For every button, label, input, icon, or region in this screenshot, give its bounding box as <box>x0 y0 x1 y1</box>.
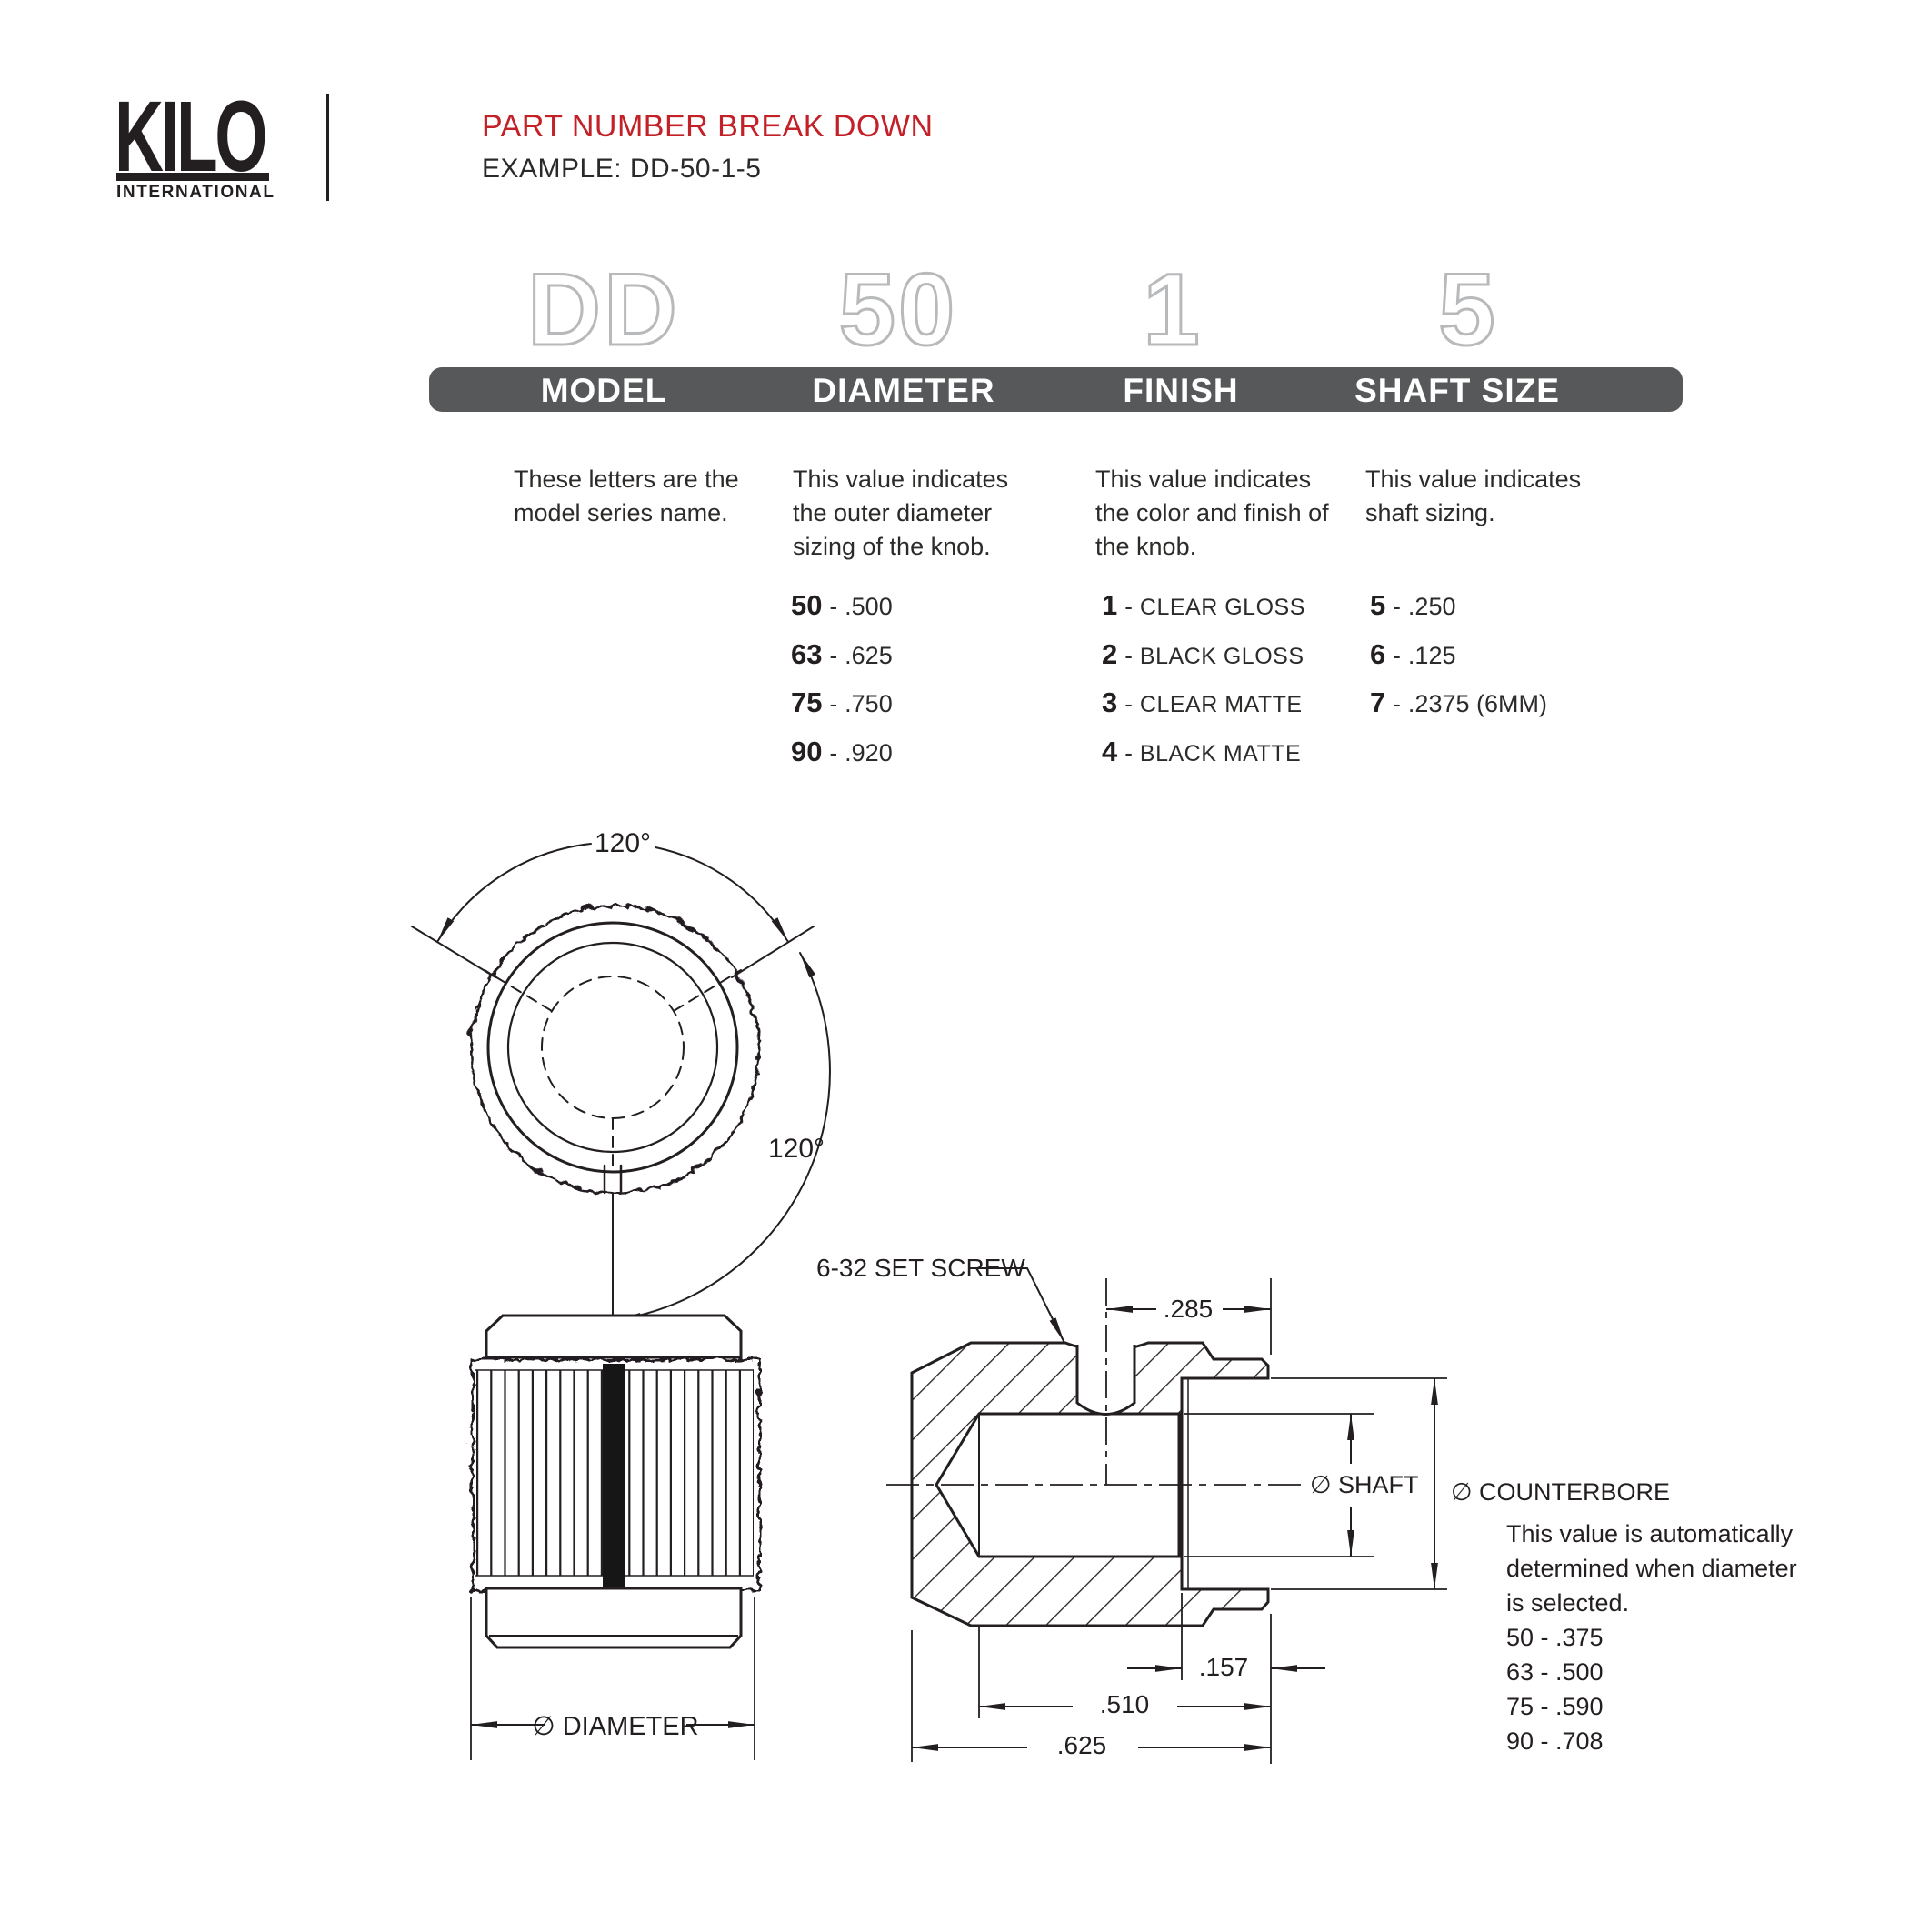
dim-285-label: .285 <box>1163 1295 1214 1323</box>
option-separator: - <box>1124 690 1133 717</box>
option-value: .920 <box>845 738 893 766</box>
option-code: 63 <box>791 637 823 670</box>
option-row: 50- .500 <box>791 589 893 638</box>
option-code: 7 <box>1370 686 1386 718</box>
option-row: 7- .2375 (6MM) <box>1370 686 1547 736</box>
knob-front-view <box>469 1314 759 1760</box>
finish-description: This value indicates the color and finis… <box>1095 465 1329 560</box>
option-code: 1 <box>1102 589 1118 621</box>
diameter-options: 50- .500 63- .625 75- .750 90- .920 <box>791 589 893 784</box>
option-row: 2- BLACK GLOSS <box>1102 638 1305 687</box>
counterbore-note-line: This value is automatically <box>1506 1520 1794 1547</box>
shaft-description: This value indicates shaft sizing. <box>1365 465 1582 526</box>
counterbore-note-line: 90 - .708 <box>1506 1727 1604 1755</box>
option-code: 75 <box>791 686 823 718</box>
option-separator: - <box>1393 593 1401 620</box>
diameter-dim-label: ∅ DIAMETER <box>532 1712 699 1741</box>
option-code: 90 <box>791 735 823 767</box>
angle-tick-left <box>411 926 496 978</box>
example-text: EXAMPLE: DD-50-1-5 <box>482 154 762 184</box>
bar-label-finish: FINISH <box>1123 372 1239 409</box>
option-separator: - <box>1393 690 1401 717</box>
option-separator: - <box>1124 593 1133 620</box>
page-title: PART NUMBER BREAK DOWN <box>482 109 934 144</box>
option-row: 5- .250 <box>1370 589 1547 638</box>
logo-subtitle: INTERNATIONAL <box>116 183 275 202</box>
logo-underline <box>116 173 269 181</box>
indicator-stripe <box>603 1364 625 1588</box>
part-code-shaft: 5 <box>1437 253 1498 366</box>
option-row: 3- CLEAR MATTE <box>1102 686 1305 736</box>
counterbore-note-line: determined when diameter <box>1506 1555 1797 1582</box>
option-value: .2375 (6MM) <box>1407 690 1547 717</box>
counterbore-note-line: is selected. <box>1506 1589 1630 1617</box>
shaft-dim-label: ∅ SHAFT <box>1310 1471 1419 1498</box>
counterbore-note: This value is automatically determined w… <box>1506 1517 1797 1758</box>
part-code-diameter: 50 <box>837 253 958 366</box>
option-value: BLACK MATTE <box>1139 740 1302 766</box>
option-code: 4 <box>1102 735 1118 767</box>
part-code-model: DD <box>526 253 680 366</box>
angle-arc-bottom <box>614 952 831 1321</box>
knob-cap <box>485 1314 743 1359</box>
option-value: CLEAR MATTE <box>1139 692 1303 717</box>
angle-label-top: 120° <box>594 828 652 858</box>
option-row: 90- .920 <box>791 736 893 785</box>
dim-510-label: .510 <box>1099 1690 1150 1718</box>
option-row: 4- BLACK MATTE <box>1102 736 1305 785</box>
option-value: .500 <box>845 593 893 620</box>
bar-label-diameter: DIAMETER <box>812 372 995 409</box>
option-row: 63- .625 <box>791 638 893 687</box>
shaft-options: 5- .250 6- .125 7- .2375 (6MM) <box>1370 589 1547 736</box>
counterbore-note-line: 50 - .375 <box>1506 1624 1604 1651</box>
option-separator: - <box>829 593 838 620</box>
dim-625-label: .625 <box>1056 1731 1107 1759</box>
option-separator: - <box>1393 641 1401 669</box>
dim-157-label: .157 <box>1198 1653 1249 1681</box>
option-row: 1- CLEAR GLOSS <box>1102 589 1305 638</box>
set-screw-label: 6-32 SET SCREW <box>816 1254 1025 1282</box>
option-value: CLEAR GLOSS <box>1139 595 1305 620</box>
option-code: 3 <box>1102 686 1118 718</box>
knob-skirt <box>485 1587 743 1649</box>
option-row: 6- .125 <box>1370 638 1547 687</box>
option-separator: - <box>1124 738 1133 766</box>
option-value: .125 <box>1407 641 1456 669</box>
logo: KILO <box>115 81 267 193</box>
bar-label-model: MODEL <box>540 372 667 409</box>
option-code: 2 <box>1102 637 1118 670</box>
option-value: .250 <box>1407 593 1456 620</box>
option-code: 6 <box>1370 637 1386 670</box>
knob-top-view <box>411 843 831 1330</box>
header-divider <box>326 94 329 201</box>
header-bar <box>429 367 1683 412</box>
set-screw-leader <box>978 1267 1065 1344</box>
knob-rim-circle <box>486 921 739 1174</box>
diameter-description: This value indicates the outer diameter … <box>793 465 1009 560</box>
hidden-bore-circle <box>541 976 685 1119</box>
option-separator: - <box>829 690 838 717</box>
option-value: .750 <box>845 690 893 717</box>
option-separator: - <box>1124 641 1133 669</box>
counterbore-dim-label: ∅ COUNTERBORE <box>1451 1478 1671 1506</box>
part-code-finish: 1 <box>1142 253 1203 366</box>
angle-arc-top <box>655 846 789 943</box>
option-separator: - <box>829 641 838 669</box>
counterbore-note-line: 75 - .590 <box>1506 1693 1604 1720</box>
model-description: These letters are the model series name. <box>514 465 739 526</box>
option-code: 5 <box>1370 589 1386 621</box>
knob-section-view <box>886 1267 1447 1764</box>
option-code: 50 <box>791 589 823 621</box>
option-separator: - <box>829 738 838 766</box>
option-row: 75- .750 <box>791 686 893 736</box>
angle-label-bottom: 120° <box>768 1134 825 1164</box>
counterbore-note-line: 63 - .500 <box>1506 1658 1604 1686</box>
angle-tick-right <box>731 926 815 978</box>
finish-options: 1- CLEAR GLOSS 2- BLACK GLOSS 3- CLEAR MATT… <box>1102 589 1305 784</box>
option-value: BLACK GLOSS <box>1139 643 1304 669</box>
option-value: .625 <box>845 641 893 669</box>
bar-label-shaft: SHAFT SIZE <box>1354 372 1560 409</box>
